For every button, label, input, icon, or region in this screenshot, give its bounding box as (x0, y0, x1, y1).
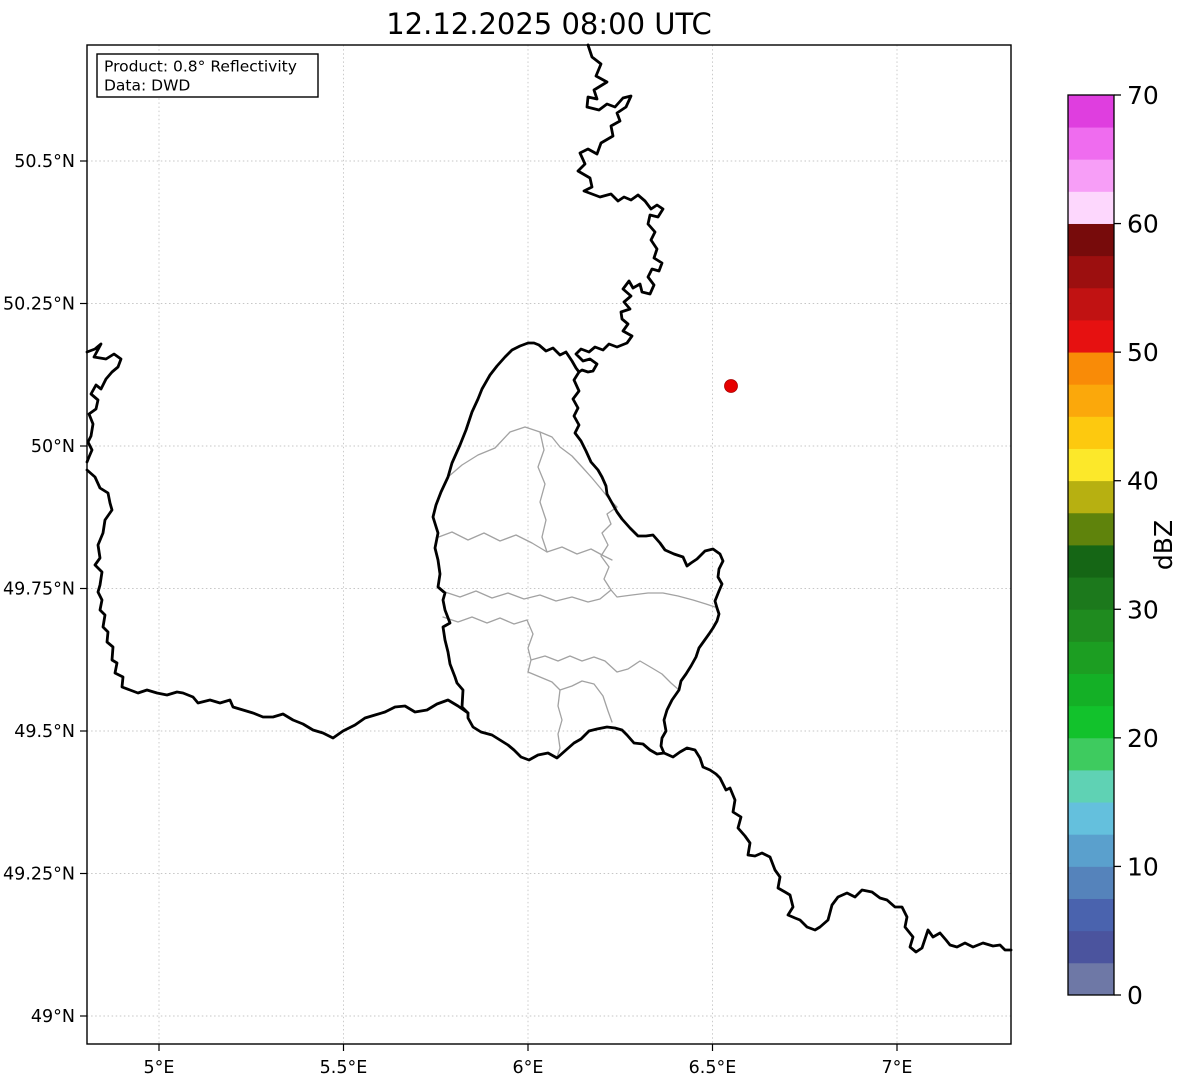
colorbar-band (1068, 287, 1114, 321)
colorbar-frame (1067, 94, 1115, 996)
colorbar-band (1068, 384, 1114, 417)
colorbar-band (1068, 191, 1114, 224)
canton-border-line (527, 671, 613, 723)
colorbar-band (1068, 802, 1114, 835)
colorbar-band (1068, 770, 1114, 803)
y-tick-label: 50°N (31, 437, 75, 457)
colorbar-tick-label: 30 (1127, 595, 1159, 624)
x-tick-label: 6.5°E (689, 1058, 737, 1078)
colorbar-band (1068, 512, 1114, 546)
x-tick-label: 7°E (882, 1058, 913, 1078)
radar-location-marker (724, 379, 738, 393)
y-tick-label: 49.5°N (14, 722, 75, 742)
colorbar-band (1068, 480, 1114, 514)
colorbar-tick-label: 70 (1127, 81, 1159, 110)
x-axis: 5°E 5.5°E 6°E 6.5°E 7°E (144, 1044, 913, 1078)
france-germany-border (662, 746, 1013, 954)
y-tick-label: 49.75°N (3, 580, 75, 600)
canton-border-line (447, 426, 618, 508)
y-tick-label: 50.5°N (14, 152, 75, 172)
colorbar-band (1068, 609, 1114, 642)
page-title: 12.12.2025 08:00 UTC (386, 7, 712, 41)
country-borders (85, 43, 1013, 954)
info-box-product-line: Product: 0.8° Reflectivity (104, 58, 297, 76)
info-box-source-line: Data: DWD (104, 77, 190, 95)
y-axis: 49°N 49.25°N 49.5°N 49.75°N 50°N 50.25°N 50.5°… (3, 152, 87, 1027)
belgium-france-border (85, 468, 470, 740)
colorbar-band (1068, 898, 1114, 932)
colorbar-band (1068, 416, 1114, 449)
info-box-frame (96, 53, 319, 98)
map-frame (87, 45, 1011, 1044)
y-tick-label: 49.25°N (3, 865, 75, 885)
colorbar-band (1068, 930, 1114, 964)
canton-border-line (444, 589, 612, 603)
colorbar-band (1068, 962, 1114, 996)
colorbar-tick-label: 0 (1127, 981, 1143, 1010)
map-frame-border (86, 44, 1012, 1045)
x-tick-label: 5°E (144, 1058, 175, 1078)
canton-border-line (442, 616, 534, 673)
colorbar-band (1068, 95, 1114, 128)
x-tick-label: 5.5°E (320, 1058, 368, 1078)
colorbar-band (1068, 673, 1114, 707)
y-tick-label: 49°N (31, 1007, 75, 1027)
colorbar-tick-label: 40 (1127, 467, 1159, 496)
colorbar-band (1068, 866, 1114, 899)
colorbar-band (1068, 577, 1114, 610)
colorbar-band (1068, 737, 1114, 771)
colorbar-tick-label: 10 (1127, 852, 1159, 881)
grid-lines (87, 45, 1011, 1044)
canton-border-line (537, 431, 548, 553)
colorbar-band (1068, 320, 1114, 353)
colorbar-band (1068, 705, 1114, 739)
colorbar-band (1068, 223, 1114, 257)
colorbar-unit-label: dBZ (1149, 520, 1178, 570)
colorbar-tick-label: 60 (1127, 210, 1159, 239)
colorbar-band (1068, 834, 1114, 867)
luxembourg-border (431, 341, 725, 762)
colorbar-band (1068, 448, 1114, 482)
canton-border-line (556, 689, 563, 758)
colorbar-band (1068, 641, 1114, 674)
colorbar-band (1068, 545, 1114, 578)
colorbar-tick-label: 20 (1127, 724, 1159, 753)
district-borders (435, 426, 716, 758)
colorbar-tick-label: 50 (1127, 338, 1159, 367)
x-tick-label: 6°E (513, 1058, 544, 1078)
colorbar-band (1068, 352, 1114, 385)
colorbar-band (1068, 255, 1114, 289)
colorbar: 0 10 20 30 40 50 60 70 (1067, 81, 1159, 1010)
canton-border-line (530, 655, 680, 691)
colorbar-band (1068, 127, 1114, 160)
info-box: Product: 0.8° Reflectivity Data: DWD (96, 53, 319, 98)
belgium-germany-border (574, 43, 665, 374)
france-border-segment (85, 342, 123, 464)
colorbar-band (1068, 159, 1114, 192)
canton-border-line (435, 531, 613, 561)
y-tick-label: 50.25°N (3, 295, 75, 315)
